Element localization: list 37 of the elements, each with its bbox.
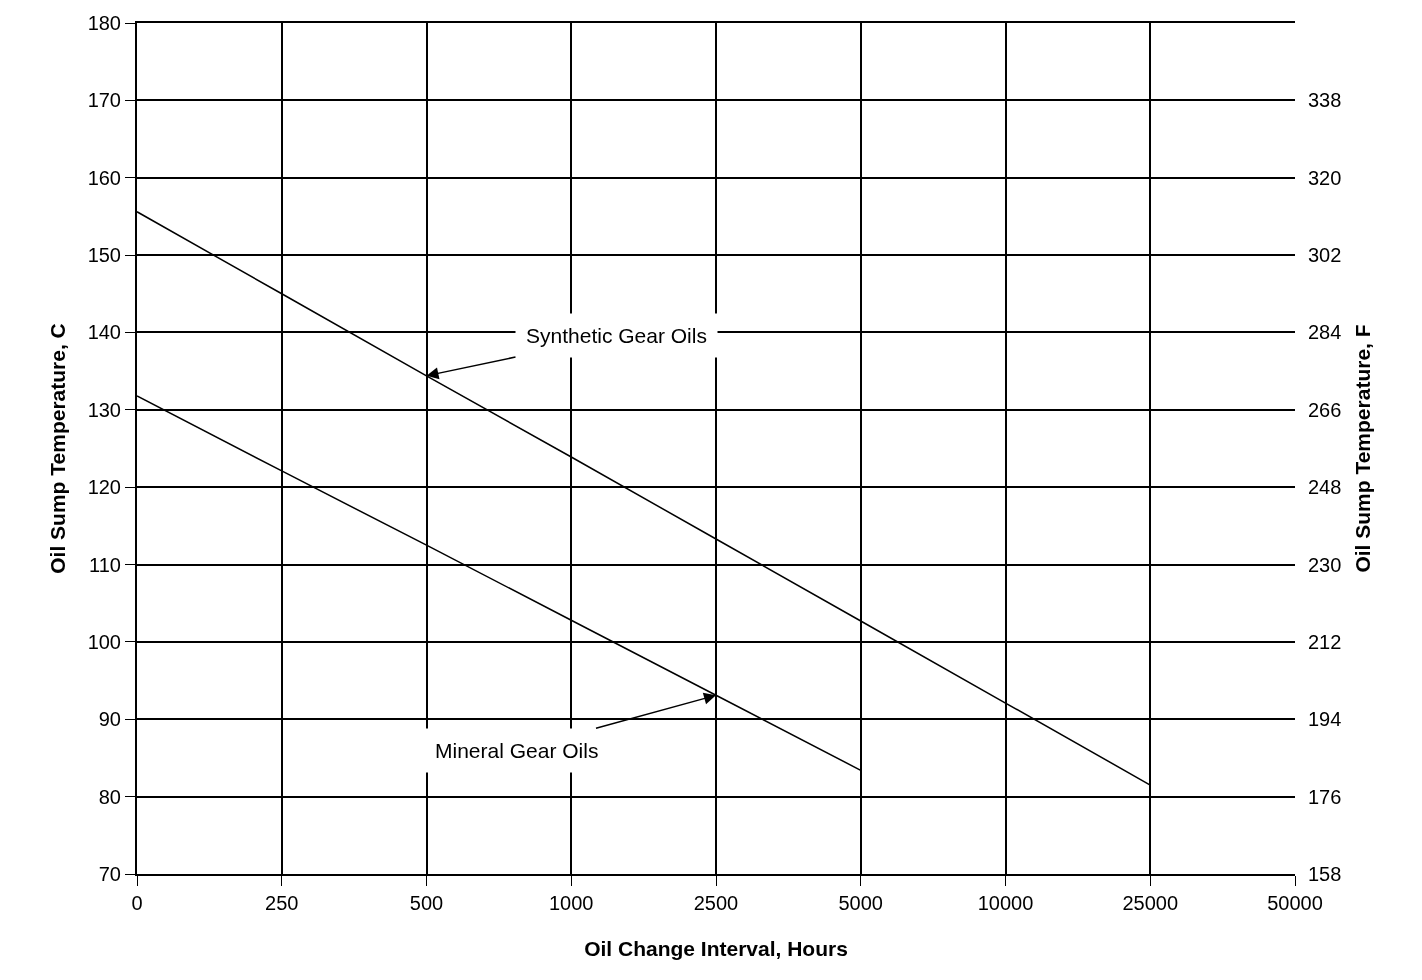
x-tick-label: 250 [265, 892, 299, 914]
x-tick-label: 1000 [549, 892, 594, 914]
x-tick-label: 25000 [1122, 892, 1179, 914]
y2-tick-label: 158 [1308, 863, 1342, 885]
y2-tick-label: 212 [1308, 630, 1342, 653]
annotation: Synthetic Gear Oils [526, 324, 707, 347]
y2-tick-label: 176 [1308, 785, 1342, 808]
y2-tick-label: 266 [1308, 398, 1342, 421]
annotation: Mineral Gear Oils [435, 739, 599, 762]
y-tick-label: 150 [87, 244, 121, 267]
y2-tick-label: 230 [1308, 553, 1342, 576]
y2-tick-label: 338 [1308, 89, 1342, 112]
x-tick-label: 50000 [1267, 892, 1323, 914]
y-tick-label: 120 [87, 476, 121, 499]
y-tick-label: 90 [98, 708, 121, 731]
y-tick-label: 170 [87, 89, 121, 112]
y-tick-label: 70 [98, 863, 121, 885]
y-axis-title: Oil Sump Temperature, C [46, 323, 70, 574]
y-tick-label: 110 [89, 553, 121, 576]
y-tick-label: 100 [87, 630, 121, 653]
y-tick-label: 160 [87, 166, 121, 189]
y-tick-label: 140 [87, 321, 121, 344]
y2-tick-label: 284 [1308, 321, 1342, 344]
x-tick-label: 2500 [693, 892, 739, 914]
y-tick-label: 80 [98, 785, 121, 808]
y2-axis-title: Oil Sump Temperature, F [1350, 324, 1374, 573]
y2-tick-label: 320 [1308, 166, 1342, 189]
y-tick-label: 130 [87, 398, 121, 421]
y2-tick-label: 248 [1308, 476, 1342, 499]
x-tick-label: 5000 [838, 892, 883, 914]
x-tick-label: 10000 [977, 892, 1034, 914]
x-tick-label: 0 [131, 892, 143, 914]
y2-tick-label: 194 [1308, 708, 1342, 731]
x-axis-title: Oil Change Interval, Hours [584, 936, 848, 960]
x-tick-label: 500 [409, 892, 444, 914]
y-tick-label: 180 [87, 12, 121, 34]
y2-tick-label: 302 [1308, 244, 1342, 267]
